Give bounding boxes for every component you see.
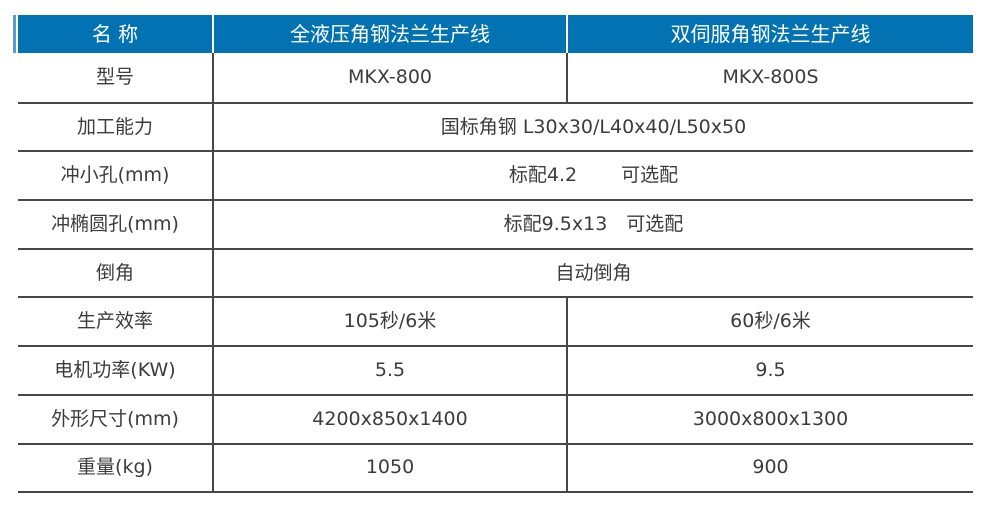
row-oval-hole: 冲椭圆孔(mm) 标配9.5x13 可选配: [18, 199, 973, 248]
row-label: 外形尺寸(mm): [51, 407, 179, 430]
row-label: 电机功率(KW): [54, 358, 176, 381]
column-divider: [212, 15, 214, 53]
column-divider: [212, 395, 214, 443]
header-name-label: 名 称: [91, 22, 139, 46]
row-small-hole: 冲小孔(mm) 标配4.2 可选配: [18, 150, 973, 200]
value-col1: 105秒/6米: [343, 310, 437, 333]
value-col1: MKX-800: [347, 65, 433, 88]
column-divider: [212, 152, 214, 200]
row-label: 冲椭圆孔(mm): [51, 212, 179, 235]
column-divider: [566, 15, 568, 53]
column-divider: [212, 201, 214, 248]
row-dimensions: 外形尺寸(mm) 4200x850x1400 3000x800x1300: [18, 393, 973, 443]
row-label: 倒角: [95, 261, 134, 284]
row-label: 加工能力: [76, 115, 153, 138]
row-label: 冲小孔(mm): [60, 164, 170, 187]
value-col2: 900: [752, 456, 789, 479]
value-merged: 标配4.2 可选配: [508, 164, 679, 187]
product-spec-table: 名 称 全液压角钢法兰生产线 双伺服角钢法兰生产线 型号 MKX-800 MKX…: [18, 15, 973, 494]
value-col2: 3000x800x1300: [692, 407, 849, 430]
value-col2: 9.5: [755, 358, 786, 381]
value-col2: MKX-800S: [722, 65, 819, 88]
table-header-row: 名 称 全液压角钢法兰生产线 双伺服角钢法兰生产线: [18, 15, 973, 53]
column-divider: [566, 395, 568, 443]
column-divider: [566, 53, 568, 102]
header-product-1: 全液压角钢法兰生产线: [290, 22, 490, 46]
value-col1: 1050: [365, 456, 415, 479]
value-col1: 5.5: [374, 358, 406, 381]
value-merged: 自动倒角: [555, 261, 632, 284]
column-divider: [566, 347, 568, 394]
column-divider: [212, 347, 214, 394]
column-divider: [212, 444, 214, 492]
column-divider: [566, 298, 568, 346]
row-efficiency: 生产效率 105秒/6米 60秒/6米: [18, 296, 973, 346]
value-merged: 国标角钢 L30x30/L40x40/L50x50: [440, 115, 747, 138]
row-label: 重量(kg): [77, 456, 153, 479]
column-divider: [212, 249, 214, 297]
row-motor-power: 电机功率(KW) 5.5 9.5: [18, 345, 973, 394]
row-model: 型号 MKX-800 MKX-800S: [18, 53, 973, 102]
row-label: 生产效率: [76, 310, 153, 333]
row-capacity: 加工能力 国标角钢 L30x30/L40x40/L50x50: [18, 101, 973, 151]
header-product-2: 双伺服角钢法兰生产线: [670, 22, 871, 46]
column-divider: [566, 444, 568, 492]
header-accent-stripe: [13, 15, 16, 53]
row-chamfer: 倒角 自动倒角: [18, 247, 973, 297]
value-col1: 4200x850x1400: [312, 407, 468, 430]
column-divider: [212, 103, 214, 151]
value-col2: 60秒/6米: [730, 310, 811, 333]
value-merged: 标配9.5x13 可选配: [503, 212, 684, 235]
row-label: 型号: [95, 65, 134, 88]
column-divider: [212, 298, 214, 346]
row-weight: 重量(kg) 1050 900: [18, 442, 973, 492]
column-divider: [212, 53, 214, 102]
